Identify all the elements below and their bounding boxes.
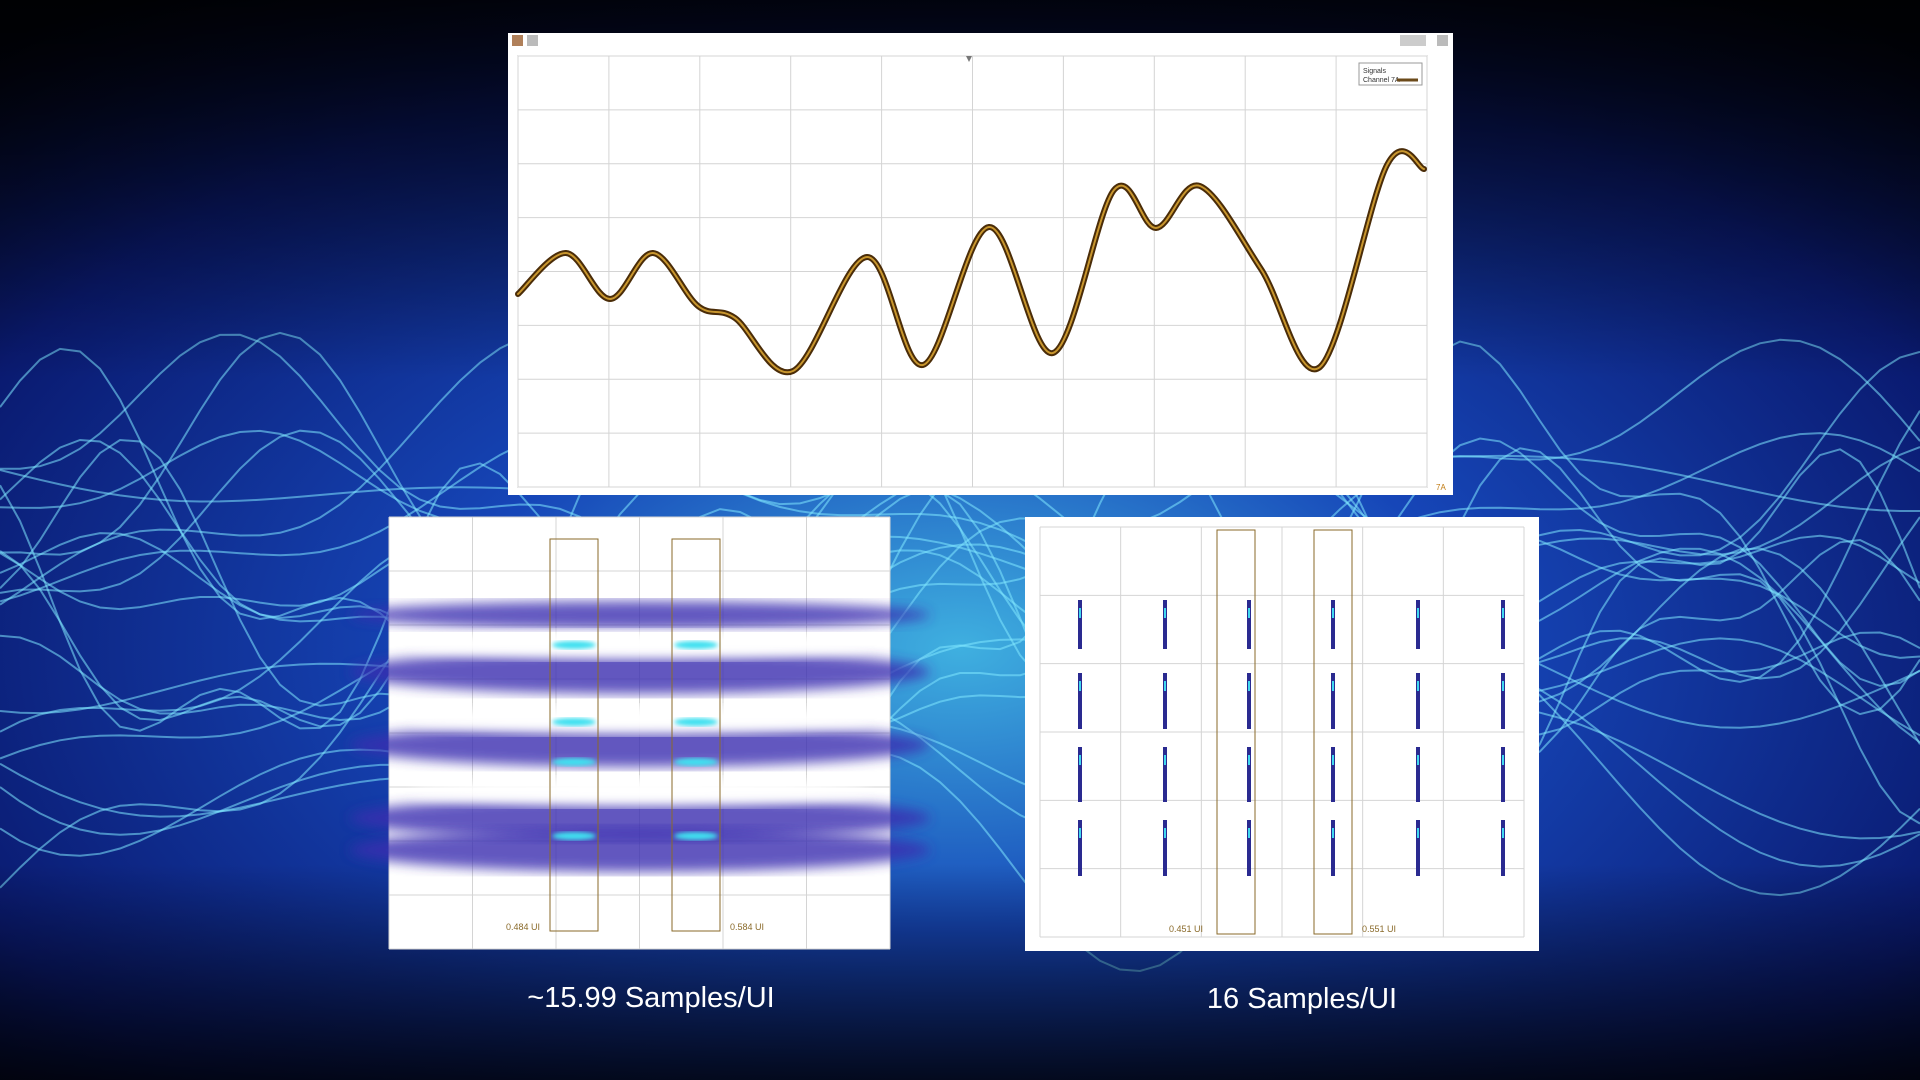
sample-core [1079, 828, 1081, 838]
trigger-marker [966, 56, 972, 62]
grid [1039, 526, 1525, 938]
sample-cluster [1331, 820, 1335, 876]
sample-cluster [1416, 600, 1420, 649]
sample-cluster [1416, 820, 1420, 876]
eye-band [350, 828, 930, 872]
sample-core [1248, 681, 1250, 691]
sample-cluster [1416, 747, 1420, 802]
sample-core [1417, 681, 1419, 691]
sample-core [1164, 828, 1166, 838]
legend-title: Signals [1363, 68, 1386, 75]
sample-cluster [1163, 673, 1167, 729]
marker-label: 0.584 UI [730, 922, 764, 932]
marker-box [549, 538, 599, 932]
eye-band [350, 723, 930, 767]
eye-highlight [552, 718, 596, 726]
eye-highlight [552, 832, 596, 840]
eye-highlight [674, 832, 718, 840]
sample-core [1079, 608, 1081, 618]
caption: 16 Samples/UI [1207, 983, 1397, 1015]
sample-cluster [1247, 673, 1251, 729]
sample-cluster [1331, 600, 1335, 649]
sample-core [1164, 608, 1166, 618]
sample-core [1248, 828, 1250, 838]
sample-cluster [1501, 747, 1505, 802]
caption: ~15.99 Samples/UI [527, 982, 774, 1014]
eye-highlight [674, 641, 718, 649]
eye-band [350, 601, 930, 629]
marker-box [671, 538, 721, 932]
sample-core [1332, 608, 1334, 618]
eye-diagram [350, 601, 930, 872]
sample-cluster [1078, 820, 1082, 876]
eye-opening [410, 706, 870, 734]
sample-cluster [1247, 747, 1251, 802]
marker-label: 0.551 UI [1362, 924, 1396, 934]
toolbar-icon [1400, 35, 1426, 46]
sample-core [1248, 608, 1250, 618]
sample-core [1502, 681, 1504, 691]
sample-core [1502, 755, 1504, 765]
left-panel: 0.484 UI 0.584 UI [350, 516, 930, 950]
sample-cluster [1416, 673, 1420, 729]
marker-label: 0.484 UI [506, 922, 540, 932]
eye-highlight [674, 758, 718, 766]
sample-cluster [1163, 820, 1167, 876]
marker-box [1313, 529, 1353, 935]
eye-opening [410, 778, 870, 806]
eye-highlight [552, 758, 596, 766]
top-panel: Signals Channel 7A 7A [508, 33, 1453, 495]
sample-core [1332, 681, 1334, 691]
sample-cluster [1078, 673, 1082, 729]
sample-cluster [1501, 600, 1505, 649]
channel-marker: 7A [1436, 483, 1446, 492]
sample-core [1164, 755, 1166, 765]
marker-box [1216, 529, 1256, 935]
legend-entry: Channel 7A [1363, 77, 1400, 84]
right-panel: 0.451 UI 0.551 UI [1025, 517, 1539, 951]
sample-core [1417, 828, 1419, 838]
sample-core [1332, 828, 1334, 838]
toolbar-icon [512, 35, 523, 46]
eye-band [350, 650, 930, 694]
sample-cluster [1078, 600, 1082, 649]
eye-opening [410, 631, 870, 659]
sample-core [1079, 681, 1081, 691]
sample-core [1248, 755, 1250, 765]
eye-highlight [552, 641, 596, 649]
eye-band [350, 796, 930, 840]
marker-label: 0.451 UI [1169, 924, 1203, 934]
sample-core [1502, 828, 1504, 838]
sample-clusters [1078, 600, 1505, 876]
sample-cluster [1163, 747, 1167, 802]
sample-core [1164, 681, 1166, 691]
sample-cluster [1247, 600, 1251, 649]
eye-highlight [674, 718, 718, 726]
sample-core [1332, 755, 1334, 765]
sample-core [1417, 755, 1419, 765]
sample-core [1502, 608, 1504, 618]
sample-cluster [1163, 600, 1167, 649]
sample-cluster [1331, 747, 1335, 802]
sample-cluster [1331, 673, 1335, 729]
sample-core [1417, 608, 1419, 618]
toolbar-icon [1437, 35, 1448, 46]
sample-core [1079, 755, 1081, 765]
toolbar-icon [527, 35, 538, 46]
waveform-highlight [517, 150, 1425, 374]
sample-cluster [1501, 673, 1505, 729]
sample-cluster [1501, 820, 1505, 876]
sample-cluster [1078, 747, 1082, 802]
sample-cluster [1247, 820, 1251, 876]
